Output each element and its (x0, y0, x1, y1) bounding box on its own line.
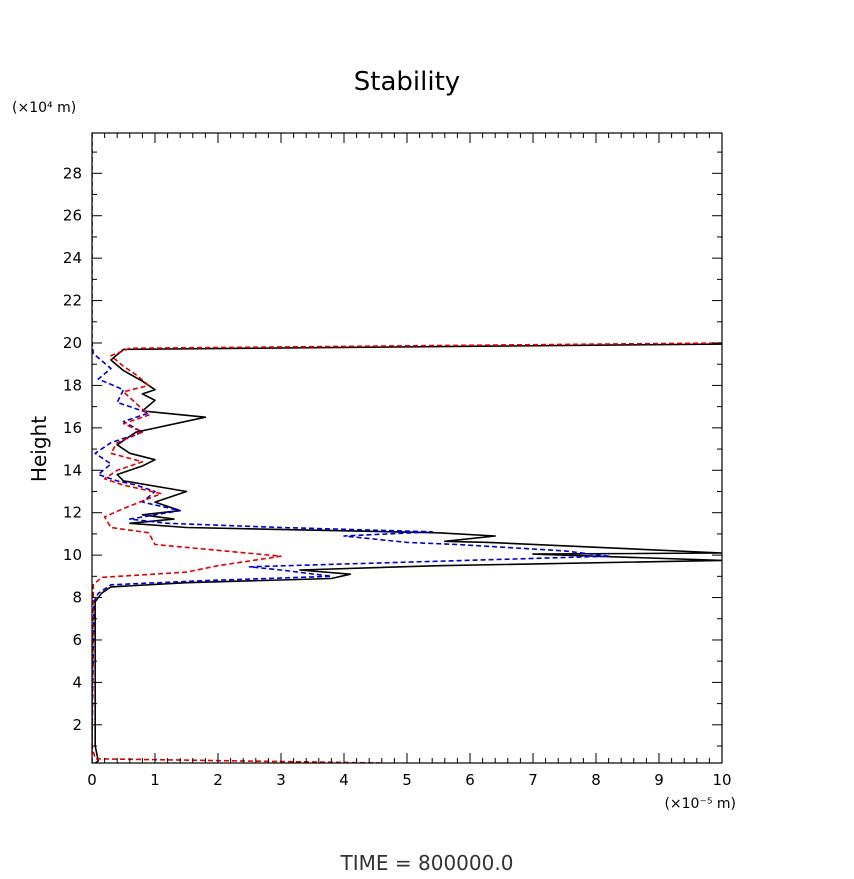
y-tick-label: 24 (63, 249, 82, 267)
x-tick-label: 10 (712, 771, 731, 789)
y-tick-label: 6 (72, 631, 82, 649)
x-tick-label: 0 (87, 771, 97, 789)
series-layer (92, 133, 722, 763)
y-unit-label: (×10⁴ m) (12, 100, 76, 116)
plot-frame (91, 132, 723, 764)
y-tick-label: 22 (63, 292, 82, 310)
x-tick-label: 1 (150, 771, 160, 789)
y-tick-label: 20 (63, 334, 82, 352)
y-tick-label: 28 (63, 164, 82, 182)
y-tick-label: 4 (72, 673, 82, 691)
y-tick-label: 8 (72, 589, 82, 607)
series-line-2 (92, 133, 610, 763)
time-footer: TIME = 800000.0 (340, 851, 514, 875)
x-tick-label: 2 (213, 771, 223, 789)
y-tick-label: 26 (63, 207, 82, 225)
y-tick-label: 10 (63, 546, 82, 564)
y-tick-label: 16 (63, 419, 82, 437)
y-tick-label: 2 (72, 716, 82, 734)
x-tick-label: 9 (654, 771, 664, 789)
series-line-1 (94, 343, 722, 763)
y-tick-label: 14 (63, 461, 82, 479)
chart-title: Stability (354, 67, 460, 97)
x-unit-label: (×10⁻⁵ m) (664, 796, 736, 812)
x-tick-label: 6 (465, 771, 475, 789)
x-tick-label: 7 (528, 771, 538, 789)
x-tick-label: 8 (591, 771, 601, 789)
x-tick-label: 3 (276, 771, 286, 789)
y-tick-label: 12 (63, 504, 82, 522)
y-axis-label: Height (27, 416, 51, 482)
y-tick-label: 18 (63, 376, 82, 394)
series-line-3 (92, 342, 722, 763)
x-tick-label: 4 (339, 771, 349, 789)
x-tick-label: 5 (402, 771, 412, 789)
